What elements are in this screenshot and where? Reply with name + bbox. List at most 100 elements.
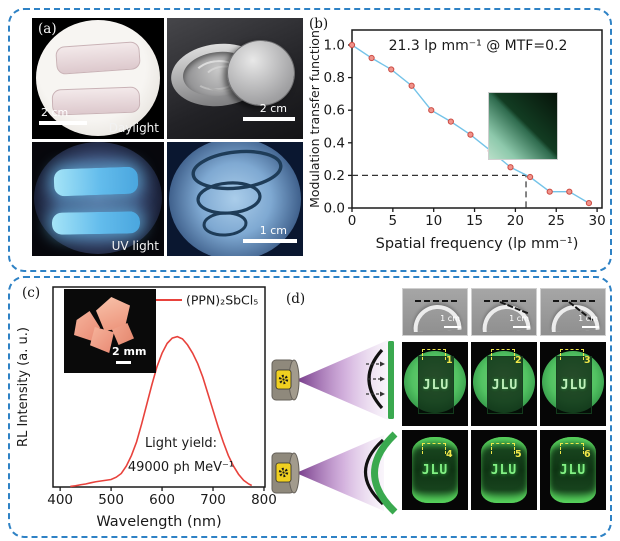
flat-xray-image-1: JLU 1	[402, 342, 468, 426]
panel-a-photo-grid: (a) 2 cm Daylight 2 cm UV light	[32, 18, 303, 256]
sample-shadow: JLU	[418, 356, 454, 414]
crystal-1	[55, 41, 141, 75]
jlu-text: JLU	[490, 462, 518, 478]
flat-xray-image-2: JLU 2	[471, 342, 537, 426]
scalebar	[243, 117, 295, 121]
angle-dash	[553, 300, 595, 302]
scalebar-label: 1 cm	[509, 314, 529, 323]
scalebar-label: 1 cm	[440, 314, 460, 323]
svg-text:500: 500	[98, 492, 124, 508]
emission-arrows	[366, 363, 380, 395]
inset-scalebar	[116, 361, 131, 364]
svg-text:600: 600	[149, 492, 175, 508]
uv-crystal-1	[53, 166, 139, 197]
roi-bracket	[560, 349, 584, 360]
bent-film-photo-3: 1 cm	[540, 288, 606, 336]
rl-spectrum-chart: 400 500 600 700 800 (PPN)₂SbCl₅ Wavelength (nm…	[16, 286, 277, 530]
angle-dash	[415, 300, 457, 302]
roi-bracket	[491, 443, 515, 454]
panel-d-label: (d)	[286, 291, 306, 307]
svg-text:5: 5	[389, 213, 398, 229]
scalebar-label: 1 cm	[259, 224, 287, 237]
photo-tin-box: 2 cm	[167, 18, 303, 139]
image-number: 5	[515, 449, 522, 460]
mtf-annotation: 21.3 lp mm⁻¹ @ MTF=0.2	[388, 38, 568, 54]
svg-text:800: 800	[251, 492, 277, 508]
svg-text:700: 700	[200, 492, 226, 508]
crystal-flake	[112, 323, 134, 345]
image-number: 2	[515, 355, 522, 366]
scalebar	[582, 326, 599, 328]
svg-text:1.0: 1.0	[324, 37, 345, 53]
daylight-caption: Daylight	[108, 121, 159, 135]
roi-bracket	[491, 349, 515, 360]
scalebar	[513, 326, 530, 328]
curved-screen: JLU	[412, 437, 458, 503]
svg-text:0.0: 0.0	[324, 201, 345, 217]
panel-c-label: (c)	[22, 285, 41, 301]
svg-text:Spatial frequency (lp mm⁻¹): Spatial frequency (lp mm⁻¹)	[376, 236, 579, 252]
scalebar	[39, 121, 87, 125]
svg-text:15: 15	[466, 213, 483, 229]
curved-xray-image-4: JLU 4	[402, 430, 468, 510]
sample-shadow: JLU	[556, 356, 592, 414]
panel-a-label: (a)	[38, 21, 57, 37]
svg-text:0: 0	[348, 213, 357, 229]
photo-daylight-crystals: (a) 2 cm Daylight	[32, 18, 164, 139]
uv-glow	[34, 142, 162, 254]
curved-scintillator-screen	[371, 431, 398, 515]
flat-scintillator-screen	[388, 341, 394, 419]
inset-scalebar-label: 2 mm	[112, 345, 147, 358]
flat-xray-image-3: JLU 3	[540, 342, 606, 426]
svg-text:400: 400	[47, 492, 73, 508]
image-number: 3	[584, 355, 591, 366]
xray-setup-schematic	[271, 340, 398, 515]
panel-b-label: (b)	[309, 16, 329, 32]
roi-bracket	[422, 349, 446, 360]
jlu-text: JLU	[491, 377, 519, 393]
scalebar-label: 2 cm	[41, 106, 69, 119]
scalebar-label: 1 cm	[578, 314, 598, 323]
photo-uv-crystals: UV light	[32, 142, 164, 256]
uv-caption: UV light	[111, 239, 159, 253]
image-number: 1	[446, 355, 453, 366]
light-yield-line2: 49000 ph MeV⁻¹	[127, 460, 235, 475]
svg-text:30: 30	[589, 213, 606, 229]
curved-screen: JLU	[550, 437, 596, 503]
photo-coil-xray: 1 cm	[167, 142, 303, 256]
radiation-trefoil-icon	[278, 467, 289, 478]
flat-setup	[271, 340, 394, 420]
roi-bracket	[560, 443, 584, 454]
svg-text:0.4: 0.4	[324, 135, 345, 151]
svg-text:0.8: 0.8	[324, 70, 345, 86]
crystal-photo-inset: 2 mm	[64, 289, 156, 373]
svg-text:0.6: 0.6	[324, 103, 345, 119]
panel-d-image-grid: 1 cm 1 cm 1 cm JLU 1 JLU 2	[402, 288, 606, 510]
mtf-chart: 0 5 10 15 20 25 30 0.0 0.2 0.4 0.6 0.8 1.0 Spatial fr…	[307, 29, 606, 252]
curved-setup	[271, 431, 398, 515]
light-yield-line1: Light yield:	[144, 436, 218, 451]
bent-film-photo-2: 1 cm	[471, 288, 537, 336]
svg-text:20: 20	[507, 213, 524, 229]
svg-text:10: 10	[425, 213, 442, 229]
curved-screen: JLU	[481, 437, 527, 503]
curved-xray-image-6: JLU 6	[540, 430, 606, 510]
svg-text:0.2: 0.2	[324, 168, 345, 184]
image-number: 6	[584, 449, 591, 460]
scalebar-label: 2 cm	[259, 102, 287, 115]
svg-text:Modulation transfer function: Modulation transfer function	[307, 30, 322, 208]
curved-xray-image-5: JLU 5	[471, 430, 537, 510]
svg-text:Wavelength (nm): Wavelength (nm)	[96, 514, 221, 530]
sample-shadow: JLU	[487, 356, 523, 414]
scalebar	[444, 326, 461, 328]
scalebar	[243, 239, 297, 243]
uv-crystal-2	[51, 211, 141, 235]
image-number: 4	[446, 449, 453, 460]
bent-film-photo-1: 1 cm	[402, 288, 468, 336]
jlu-text: JLU	[559, 462, 587, 478]
svg-text:(PPN)₂SbCl₅: (PPN)₂SbCl₅	[186, 293, 258, 308]
svg-text:25: 25	[548, 213, 565, 229]
bent-sample-arc	[363, 438, 385, 506]
roi-bracket	[422, 443, 446, 454]
